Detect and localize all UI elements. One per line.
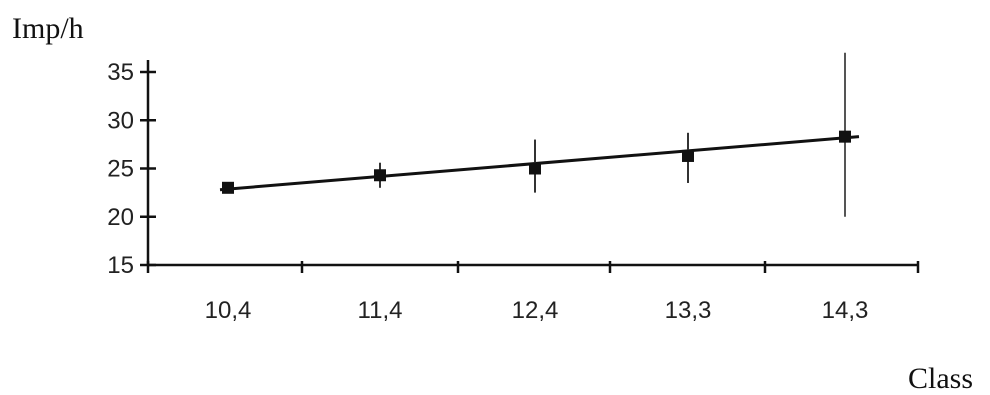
data-point [839, 130, 851, 143]
y-axis-label: Imp/h [12, 12, 84, 45]
data-point [529, 162, 541, 175]
axes [146, 60, 918, 267]
y-tick-label: 30 [107, 107, 134, 134]
x-tick-label: 10,4 [205, 297, 252, 324]
y-tick-label: 20 [107, 204, 134, 231]
x-ticks: 10,4 11,4 12,4 13,3 14,3 [146, 261, 920, 324]
data-point [682, 149, 694, 162]
x-tick-label: 12,4 [512, 297, 559, 324]
data-points [222, 130, 851, 194]
y-ticks: 15 20 25 30 35 [107, 59, 156, 279]
y-tick-label: 35 [107, 59, 134, 86]
y-tick-label: 25 [107, 156, 134, 183]
x-tick-label: 14,3 [822, 297, 869, 324]
x-tick-label: 11,4 [358, 297, 403, 324]
x-axis-label: Class [908, 362, 973, 395]
data-point [222, 181, 234, 194]
error-bars [379, 52, 846, 217]
data-point [374, 169, 386, 182]
y-tick-label: 15 [107, 252, 134, 279]
x-tick-label: 13,3 [665, 297, 712, 324]
